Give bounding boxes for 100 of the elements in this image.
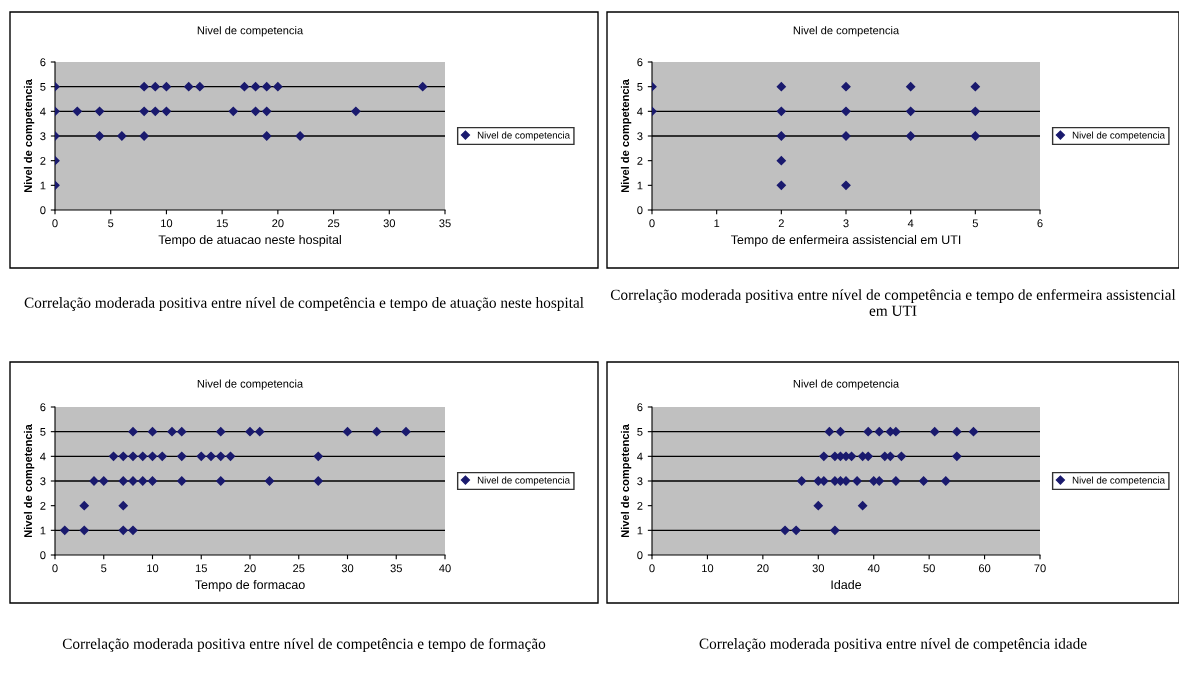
point [128,525,138,535]
point [60,525,70,535]
point [273,82,283,92]
x-tick-label: 5 [108,219,114,228]
point [952,427,962,437]
x-tick-label: 15 [195,564,207,573]
point [139,131,149,141]
point [108,451,119,461]
y-tick-label: 0 [40,206,46,215]
x-tick-label: 6 [1037,219,1043,228]
point [891,476,901,486]
point [858,501,868,511]
x-tick-label: 20 [244,564,256,573]
point [941,476,951,486]
point [216,476,226,486]
point [830,525,840,535]
point [147,451,158,461]
point [791,525,801,535]
point [797,476,807,486]
point [776,131,786,141]
point [99,476,109,486]
x-tick-label: 5 [101,564,107,573]
point [874,427,884,437]
point [262,82,272,92]
point [206,451,216,461]
y-axis-title: Nivel de competencia [23,79,35,193]
y-tick-label: 4 [40,452,46,461]
x-tick-label: 1 [714,219,720,228]
x-tick-label: 3 [843,219,849,228]
point [351,106,361,116]
y-tick-label: 5 [637,428,643,436]
point [930,427,940,437]
point [118,476,128,486]
point [841,180,851,190]
point [150,106,160,116]
x-tick-label: 35 [390,564,402,573]
point [118,501,128,511]
x-tick-label: 35 [439,219,451,228]
text: Correlação moderada positiva entre nível de competência e tempo de atuação neste hospital [24,297,584,311]
y-tick-label: 4 [40,107,46,116]
y-tick-label: 6 [40,58,46,67]
y-tick-label: 1 [40,526,46,535]
point [970,82,980,92]
point [250,82,261,92]
x-tick-label: 25 [293,564,305,573]
y-tick-label: 4 [637,452,643,461]
point [824,427,834,437]
point [161,106,172,116]
point [117,131,127,141]
point [776,180,786,190]
point [776,82,786,92]
point [841,106,851,116]
y-tick-label: 2 [637,501,643,510]
y-tick-label: 6 [637,403,643,412]
point [177,427,187,437]
y-tick-label: 1 [637,526,643,535]
point [418,82,428,92]
legend-label: Nivel de competencia [477,131,571,141]
x-tick-label: 10 [147,564,159,573]
point [94,131,105,141]
y-tick-label: 3 [637,132,643,141]
point [150,82,160,92]
y-tick-label: 0 [637,206,643,215]
point [177,476,187,486]
x-tick-label: 30 [341,564,354,573]
y-tick-label: 2 [40,156,46,165]
y-tick-label: 5 [40,428,46,436]
x-tick-label: 30 [812,564,825,573]
x-axis-title: Tempo de atuacao neste hospital [158,234,341,247]
point [262,131,272,141]
point [896,451,907,461]
point [79,525,89,535]
y-tick-label: 2 [40,501,46,510]
point [161,82,172,92]
y-tick-label: 2 [637,156,643,165]
point [138,451,148,461]
point [245,427,255,437]
legend-label: Nivel de competencia [1072,476,1166,486]
text: Correlação moderada positiva entre nível de competência e tempo de formação [62,637,546,653]
point [313,476,323,486]
point [147,427,158,437]
x-tick-label: 0 [649,564,655,573]
point [118,525,128,535]
point [813,501,823,511]
x-tick-label: 25 [327,219,340,228]
point [250,106,261,116]
point [72,106,82,116]
x-tick-label: 10 [702,564,714,573]
point [906,106,916,116]
chart-title: Nivel de competencia [197,26,304,37]
point [372,427,382,437]
legend-label: Nivel de competencia [1072,131,1166,141]
point [776,106,786,116]
chart-title: Nivel de competencia [793,26,900,37]
point [906,82,916,92]
point [147,476,158,486]
y-tick-label: 6 [637,58,643,67]
point [313,451,323,461]
point [863,427,873,437]
point [216,451,226,461]
